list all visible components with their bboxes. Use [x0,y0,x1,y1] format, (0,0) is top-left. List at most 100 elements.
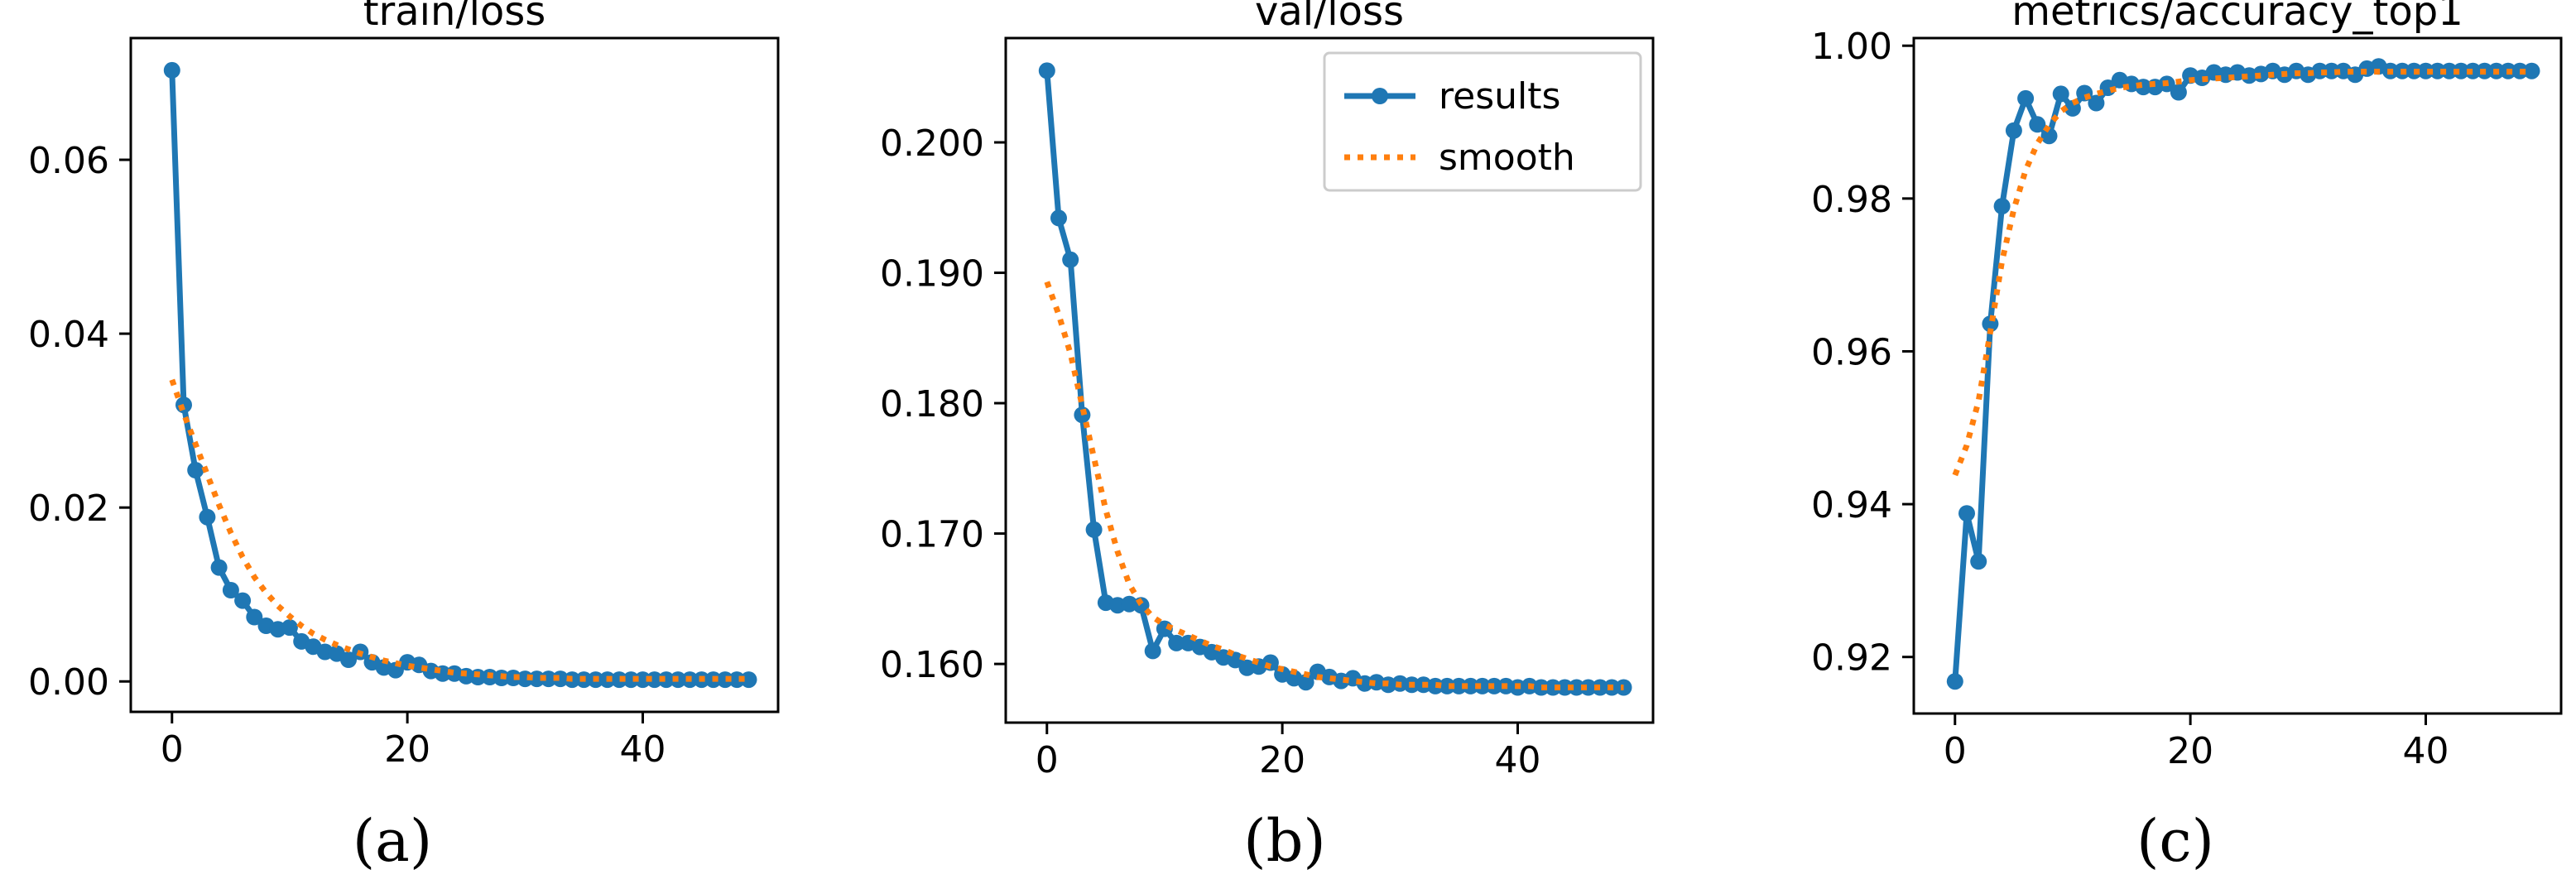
accuracy-results-point [2440,62,2458,79]
val-loss-results-point [1168,634,1185,651]
train-loss-ytick-label: 0.02 [28,488,109,530]
accuracy-caption: (c) [2136,807,2214,875]
train-loss-results-point [740,671,757,689]
train-loss-results-point [728,671,746,689]
val-loss-results-point [1439,677,1456,694]
accuracy-results-point [2040,127,2058,145]
train-loss-results-point [646,671,663,689]
train-loss-results-point [622,671,640,689]
accuracy-results-point [2017,89,2035,107]
val-loss-legend: results smooth [1323,51,1642,192]
accuracy-xtick-label: 40 [2402,730,2449,772]
accuracy-axes-frame [1912,36,2563,715]
val-loss-results-point [1085,521,1103,538]
val-loss-caption: (b) [1243,807,1325,875]
accuracy-results-point [2005,122,2022,139]
val-loss-axes-frame [1004,36,1655,724]
train-loss-results-point [246,608,263,626]
train-loss-results-point [281,619,298,637]
val-loss-ytick-label: 0.190 [880,253,984,296]
train-loss-ytick-label: 0.06 [28,140,109,182]
val-loss-xtick-label: 20 [1259,739,1305,781]
val-loss-results-point [1144,642,1161,660]
train-loss-xtick-label: 40 [619,728,666,771]
val-loss-results-point [1556,679,1574,696]
train-loss-ytick-label: 0.04 [28,314,109,356]
val-loss-results-point [1297,674,1314,691]
accuracy-results-point [2323,62,2340,79]
accuracy-results-point [2417,62,2434,79]
train-loss-xtick-label: 0 [161,728,184,771]
train-loss-results-point [163,61,180,79]
legend-box [1323,51,1642,192]
val-loss-xtick-label: 0 [1036,739,1059,781]
accuracy-panel: metrics/accuracy_top1 0 20 40 0.92 0.94 0.96 0.… [1811,0,2563,875]
accuracy-results-point [2429,62,2446,79]
accuracy-xtick-label: 0 [1944,730,1967,772]
accuracy-results-point [1958,505,1975,522]
accuracy-ytick-label: 0.92 [1811,637,1892,680]
train-loss-results-point [222,582,239,598]
train-loss-axes-frame [129,36,780,714]
accuracy-ytick-label: 0.94 [1811,484,1892,526]
val-loss-results-point [1579,679,1597,696]
train-loss-results-point [187,462,204,478]
train-loss-panel: train/loss 0 20 40 0.00 0.02 0.04 0.06 (a) [28,0,780,875]
val-loss-results-point [1427,677,1444,694]
accuracy-results-point [2523,62,2540,79]
accuracy-results-point [2464,62,2482,79]
val-loss-results-point [1473,677,1491,694]
train-loss-results-point [199,508,216,526]
legend-results-marker [1372,88,1388,104]
train-loss-results-point [528,670,545,688]
val-loss-results-point [1050,209,1067,227]
val-loss-ytick-label: 0.180 [880,383,984,425]
train-loss-title: train/loss [363,0,546,35]
train-loss-results-point [210,559,228,576]
train-loss-results-point [717,671,733,689]
val-loss-panel: val/loss 0 20 40 0.160 0.170 0.180 0.190 0.200 re… [880,0,1655,875]
accuracy-xtick-label: 20 [2167,730,2213,772]
accuracy-results-point [1946,673,1963,690]
val-loss-smooth-line [1044,281,1624,690]
train-loss-ytick-label: 0.00 [28,661,109,704]
val-loss-results-point [1038,62,1055,79]
accuracy-results-point [2170,84,2187,101]
accuracy-results-point [2453,62,2470,79]
val-loss-results-point [1532,679,1550,696]
train-loss-results-point [634,671,651,689]
accuracy-title: metrics/accuracy_top1 [2011,0,2463,35]
train-loss-results-point [540,670,557,688]
val-loss-xtick-label: 40 [1494,739,1540,781]
legend-smooth-label: smooth [1439,137,1575,179]
accuracy-ytick-label: 0.96 [1811,331,1892,373]
val-loss-results-point [1545,679,1562,696]
accuracy-results-point [2088,94,2105,112]
legend-results-label: results [1439,75,1560,118]
accuracy-results-point [1993,198,2011,215]
val-loss-results-point [1262,654,1279,671]
train-loss-caption: (a) [353,807,432,875]
train-loss-results-point [234,592,252,609]
train-loss-results-point [340,651,357,668]
val-loss-title: val/loss [1255,0,1404,35]
accuracy-ytick-label: 0.98 [1811,179,1892,221]
val-loss-results-point [1462,677,1479,694]
train-loss-results-point [552,670,569,688]
val-loss-results-point [1568,679,1585,696]
accuracy-results-point [1970,553,1987,570]
val-loss-ytick-label: 0.200 [880,123,984,165]
val-loss-ytick-label: 0.170 [880,514,984,556]
train-loss-results-point [657,671,675,689]
train-loss-xtick-label: 20 [384,728,430,771]
accuracy-results-point [2052,85,2069,103]
val-loss-results-point [1450,677,1468,694]
val-loss-ytick-label: 0.160 [880,644,984,686]
accuracy-results-point [2029,116,2046,133]
val-loss-results-point [1062,251,1079,268]
accuracy-ytick-label: 1.00 [1811,26,1892,68]
accuracy-smooth-line [1952,69,2532,477]
train-loss-results-point [611,671,628,689]
